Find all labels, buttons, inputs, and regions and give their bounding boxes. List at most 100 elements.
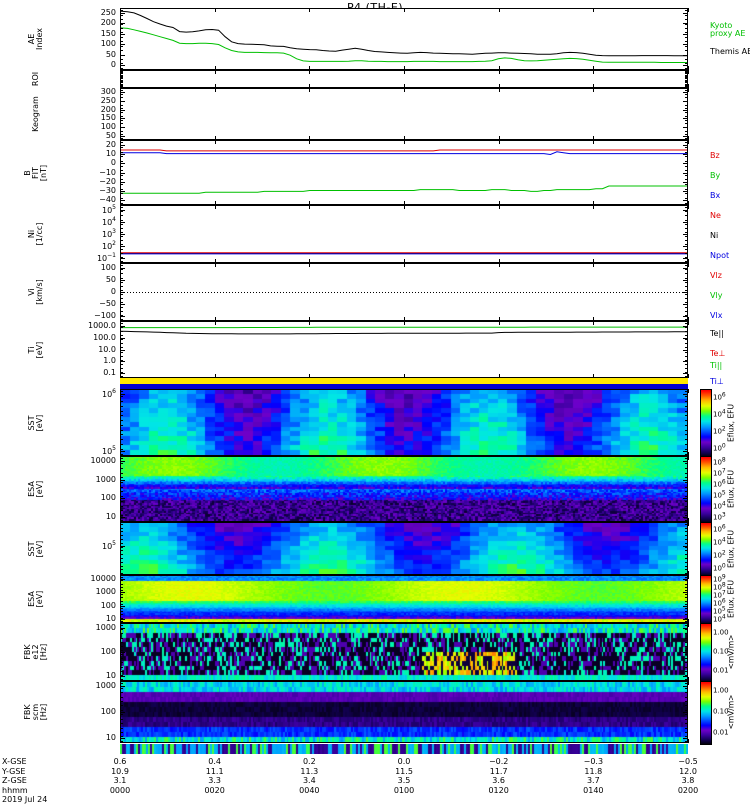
y-tick-esa-i-0: 10000 <box>90 573 116 583</box>
x-tick-YGSE-1: 11.1 <box>205 766 224 776</box>
y-minor-tick <box>120 667 123 668</box>
x-tick-mark <box>215 201 216 205</box>
x-tick-mark <box>404 317 405 321</box>
y-tick-mark <box>683 686 688 687</box>
cb-esa-e-tick-2: 106 <box>713 477 726 489</box>
x-tick-mark <box>593 321 594 325</box>
y-minor-tick <box>120 638 123 639</box>
y-minor-tick <box>685 543 688 544</box>
y-minor-tick <box>685 430 688 431</box>
y-minor-tick <box>685 396 688 397</box>
y-tick-fbk-scm-2: 10 <box>105 733 116 743</box>
y-minor-tick <box>120 323 123 324</box>
x-tick-XGSE-2: 0.2 <box>302 757 316 766</box>
y-minor-tick <box>120 401 123 402</box>
y-minor-tick <box>685 701 688 702</box>
x-tick-mark <box>499 8 500 12</box>
y-minor-tick <box>120 594 123 595</box>
y-minor-tick <box>120 473 123 474</box>
y-minor-tick <box>685 298 688 299</box>
y-minor-tick <box>120 228 123 229</box>
x-tick-hhmm-6: 0200 <box>677 785 699 795</box>
y-minor-tick <box>120 719 123 720</box>
y-minor-tick <box>120 566 123 567</box>
y-minor-tick <box>685 501 688 502</box>
legend-label-Ti: Ti|| <box>710 361 723 370</box>
legend-label-Npot: Npot <box>710 251 730 260</box>
y-minor-tick <box>120 175 123 176</box>
y-tick-vi-2: 0 <box>110 287 116 296</box>
x-tick-mark <box>404 70 405 74</box>
y-axis-title-ti: Ti [eV] <box>27 341 44 358</box>
y-minor-tick <box>120 290 123 291</box>
cb-fbk-e12-tick-0: 1.00 <box>713 628 729 637</box>
zero-reference-line <box>121 292 687 293</box>
y-minor-tick <box>120 558 123 559</box>
y-minor-tick <box>685 261 688 262</box>
y-minor-tick <box>685 319 688 320</box>
cb-fbk-scm-tick-1: 0.10 <box>713 707 729 716</box>
x-tick-ZGSE-4: 3.6 <box>492 776 506 785</box>
y-tick-mark <box>683 480 688 481</box>
y-tick-mark <box>120 712 125 713</box>
y-minor-tick <box>120 477 123 478</box>
y-minor-tick <box>685 554 688 555</box>
y-tick-mark <box>120 304 125 305</box>
y-minor-tick <box>685 75 688 76</box>
y-minor-tick <box>685 179 688 180</box>
y-minor-tick <box>685 597 688 598</box>
y-minor-tick <box>685 138 688 139</box>
y-minor-tick <box>120 524 123 525</box>
y-minor-tick <box>120 531 123 532</box>
y-minor-tick <box>120 736 123 737</box>
y-tick-ni-2: 103 <box>101 228 116 239</box>
y-tick-mark <box>683 394 688 395</box>
y-tick-mark <box>120 118 125 119</box>
x-tick-mark <box>309 84 310 88</box>
y-minor-tick <box>685 625 688 626</box>
y-minor-tick <box>685 50 688 51</box>
y-tick-esa-e-2: 100 <box>100 493 116 503</box>
y-tick-mark <box>120 268 125 269</box>
y-minor-tick <box>120 112 123 113</box>
y-minor-tick <box>685 360 688 361</box>
cb-fbk-e12-tick-1: 0.10 <box>713 647 729 656</box>
y-minor-tick <box>120 203 123 204</box>
y-minor-tick <box>120 232 123 233</box>
y-minor-tick <box>685 420 688 421</box>
y-minor-tick <box>120 679 123 680</box>
y-minor-tick <box>685 265 688 266</box>
y-tick-ae-4: 50 <box>105 49 116 59</box>
y-minor-tick <box>120 101 123 102</box>
y-axis-title-sst-e: SST [eV] <box>27 414 44 431</box>
cb-fbk-scm <box>700 681 712 745</box>
y-minor-tick <box>685 232 688 233</box>
y-tick-mark <box>683 461 688 462</box>
y-minor-tick <box>685 76 688 77</box>
spectrogram-sst-i <box>121 523 687 574</box>
y-tick-ae-1: 200 <box>100 18 116 28</box>
y-tick-ti-4: 0.1 <box>103 368 116 378</box>
y-minor-tick <box>685 608 688 609</box>
y-minor-tick <box>120 539 123 540</box>
y-tick-vi-4: −100 <box>94 311 116 321</box>
x-tick-mark <box>309 317 310 321</box>
y-tick-sst-i-0: 105 <box>101 540 116 551</box>
x-tick-mark <box>309 70 310 74</box>
y-tick-mark <box>683 338 688 339</box>
y-minor-tick <box>685 391 688 392</box>
y-minor-tick <box>685 573 688 574</box>
y-minor-tick <box>120 444 123 445</box>
trace-ThemisAE <box>121 10 687 57</box>
y-minor-tick <box>685 679 688 680</box>
cb-sst-i-tick-2: 102 <box>713 549 726 560</box>
cb-esa-i-tick-5: 104 <box>713 613 726 624</box>
trace-KyotoproxyAE <box>121 27 687 63</box>
y-minor-tick <box>685 411 688 412</box>
legend-label-KyotoproxyAE: Kyoto proxy AE <box>710 21 746 38</box>
y-minor-tick <box>120 90 123 91</box>
y-minor-tick <box>685 224 688 225</box>
y-tick-mark <box>120 246 125 247</box>
x-tick-XGSE-1: 0.4 <box>208 757 222 766</box>
y-minor-tick <box>120 360 123 361</box>
